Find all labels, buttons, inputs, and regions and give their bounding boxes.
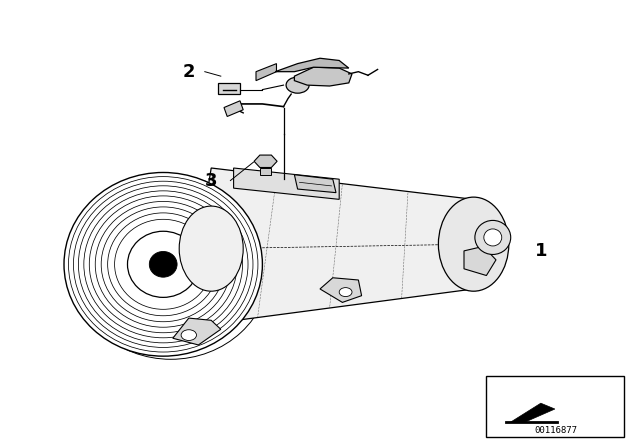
- Polygon shape: [254, 155, 277, 168]
- Text: 00116877: 00116877: [534, 426, 577, 435]
- Ellipse shape: [179, 206, 243, 291]
- Polygon shape: [224, 101, 243, 116]
- Text: 2: 2: [182, 63, 195, 81]
- Polygon shape: [218, 83, 240, 94]
- Polygon shape: [173, 318, 221, 345]
- Bar: [486, 376, 624, 437]
- Polygon shape: [186, 168, 474, 327]
- Polygon shape: [510, 403, 555, 422]
- Text: 1: 1: [534, 242, 547, 260]
- Ellipse shape: [484, 229, 502, 246]
- Polygon shape: [260, 168, 271, 175]
- Ellipse shape: [438, 197, 509, 291]
- Ellipse shape: [339, 288, 352, 297]
- Ellipse shape: [64, 172, 262, 356]
- Polygon shape: [234, 168, 339, 199]
- Polygon shape: [294, 67, 352, 86]
- Ellipse shape: [149, 251, 177, 277]
- Ellipse shape: [286, 77, 309, 93]
- Polygon shape: [294, 175, 336, 193]
- Polygon shape: [256, 64, 276, 81]
- Ellipse shape: [181, 330, 196, 340]
- Ellipse shape: [475, 220, 511, 254]
- Polygon shape: [275, 58, 349, 72]
- Ellipse shape: [127, 231, 199, 297]
- Text: 3: 3: [205, 172, 218, 190]
- Polygon shape: [320, 278, 362, 302]
- Polygon shape: [464, 246, 496, 276]
